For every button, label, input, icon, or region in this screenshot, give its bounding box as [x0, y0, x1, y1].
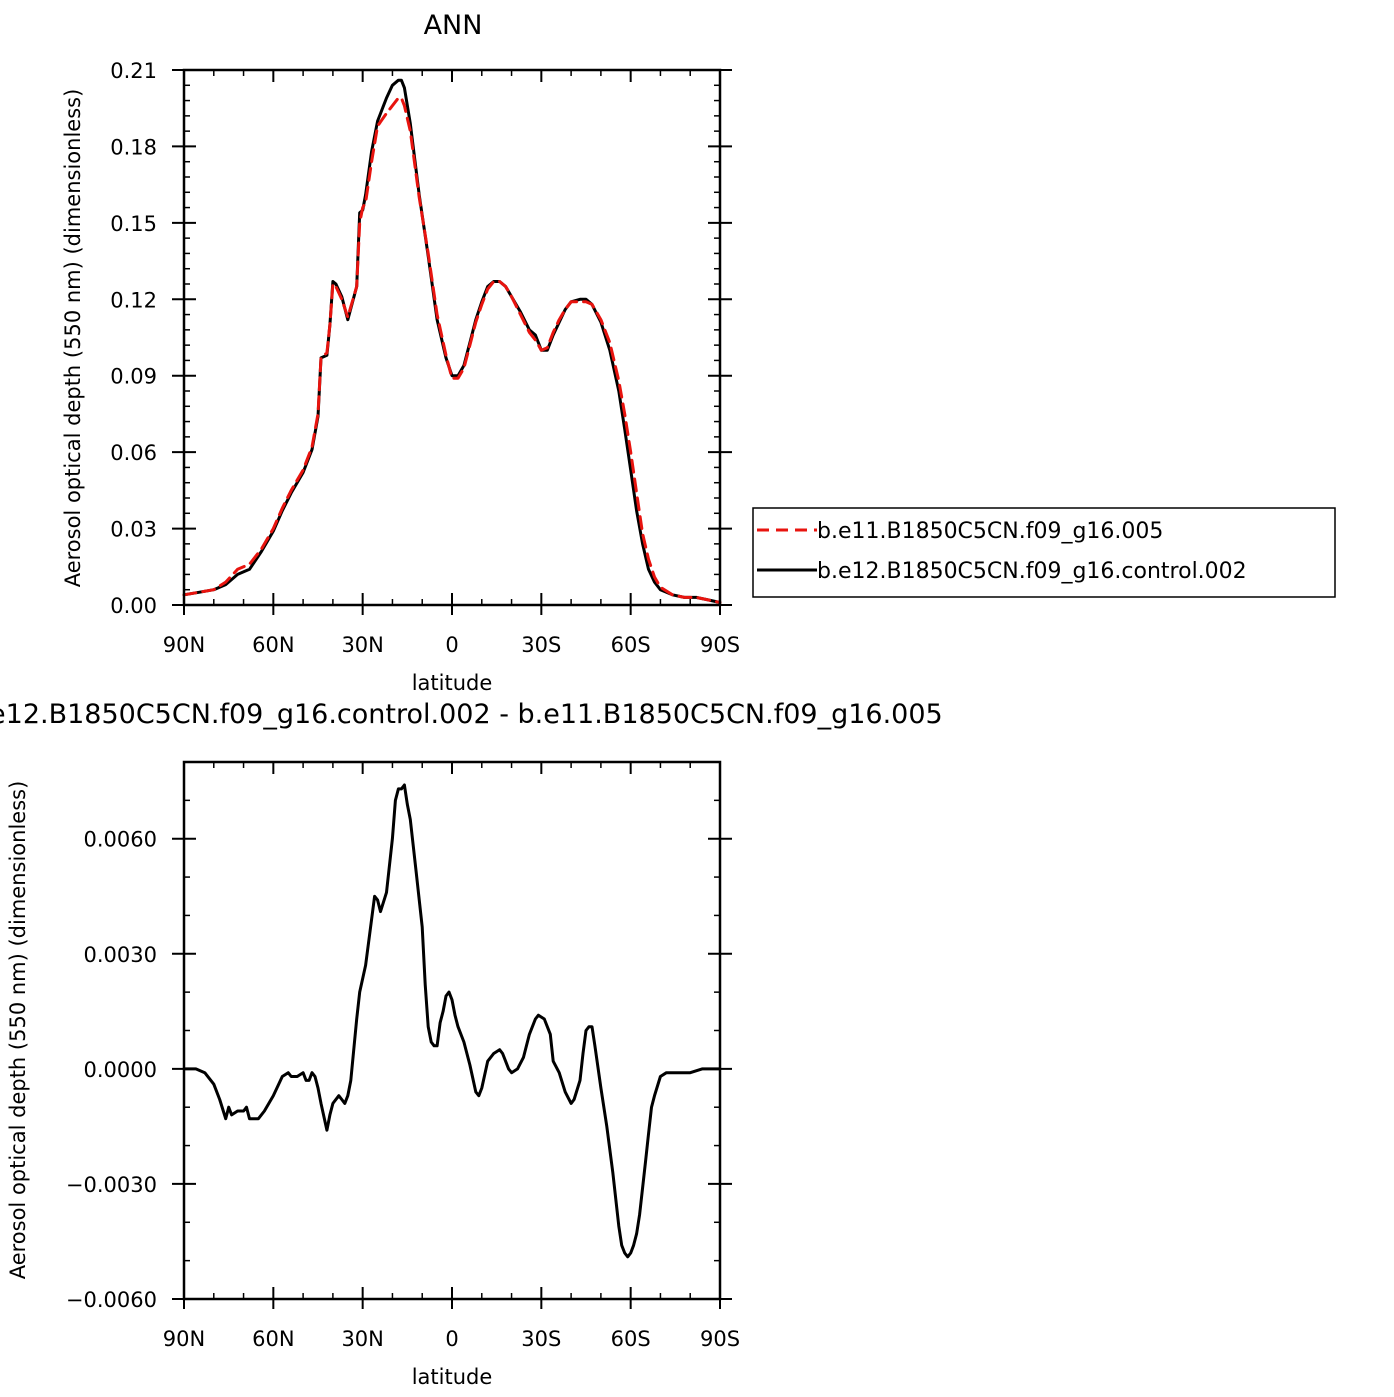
x-tick-label: 60S — [611, 1327, 651, 1351]
x-tick-label: 60N — [252, 633, 294, 657]
bottom-series-lines — [182, 783, 722, 1259]
legend-label-e12: b.e12.B1850C5CN.f09_g16.control.002 — [817, 559, 1247, 584]
legend-label-e11: b.e11.B1850C5CN.f09_g16.005 — [817, 519, 1163, 544]
top-chart-title: ANN — [424, 10, 483, 41]
x-tick-label: 30N — [341, 1327, 383, 1351]
legend: b.e11.B1850C5CN.f09_g16.005 b.e12.B1850C… — [752, 507, 1336, 598]
top-series-lines — [182, 78, 722, 604]
y-tick-label: 0.0000 — [84, 1058, 157, 1082]
x-tick-label: 30S — [521, 1327, 561, 1351]
bottom-plot-frame — [182, 760, 722, 1301]
top-x-tick-labels: 90N 60N 30N 0 30S 60S 90S — [163, 633, 740, 657]
x-tick-label: 60S — [611, 633, 651, 657]
bottom-tick-marks — [172, 762, 732, 1309]
top-y-tick-labels: 0.00 0.03 0.06 0.09 0.12 0.15 0.18 0.21 — [110, 59, 157, 618]
y-tick-label: 0.09 — [110, 365, 157, 389]
y-tick-label: −0.0030 — [66, 1173, 157, 1197]
y-tick-label: 0.0060 — [84, 828, 157, 852]
y-tick-label: 0.21 — [110, 59, 157, 83]
top-y-axis-label: Aerosol optical depth (550 nm) (dimensio… — [61, 89, 85, 588]
top-x-axis-label: latitude — [412, 671, 493, 695]
y-tick-label: 0.0030 — [84, 943, 157, 967]
y-tick-label: 0.15 — [110, 212, 157, 236]
x-tick-label: 90N — [163, 1327, 205, 1351]
series-line-b-e11-b1850c5cn-f09-g16-005 — [182, 96, 722, 604]
x-tick-label: 90S — [700, 633, 740, 657]
x-tick-label: 30N — [341, 633, 383, 657]
y-tick-label: 0.12 — [110, 288, 157, 312]
y-tick-label: 0.00 — [110, 594, 157, 618]
top-tick-marks — [172, 69, 732, 615]
bottom-y-axis-label: Aerosol optical depth (550 nm) (dimensio… — [6, 781, 30, 1280]
x-tick-label: 30S — [521, 633, 561, 657]
bottom-y-tick-labels: −0.0060 −0.0030 0.0000 0.0030 0.0060 — [66, 828, 157, 1312]
x-tick-label: 0 — [445, 633, 458, 657]
bottom-chart-title: b.e12.B1850C5CN.f09_g16.control.002 - b.… — [0, 699, 943, 730]
x-tick-label: 60N — [252, 1327, 294, 1351]
x-tick-label: 0 — [445, 1327, 458, 1351]
series-line-difference — [182, 783, 722, 1259]
y-tick-label: −0.0060 — [66, 1288, 157, 1312]
x-tick-label: 90S — [700, 1327, 740, 1351]
top-plot-frame — [182, 68, 722, 607]
bottom-x-tick-labels: 90N 60N 30N 0 30S 60S 90S — [163, 1327, 740, 1351]
bottom-x-axis-label: latitude — [412, 1365, 493, 1389]
legend-box — [752, 507, 1336, 598]
series-line-b-e12-b1850c5cn-f09-g16-control-002 — [182, 78, 722, 604]
y-tick-label: 0.18 — [110, 135, 157, 159]
x-tick-label: 90N — [163, 633, 205, 657]
chart-top-annual-aod: ANN 0.00 0.03 0.06 0.09 0.12 0.15 0.18 0.21 90N… — [61, 10, 740, 695]
chart-bottom-difference: b.e12.B1850C5CN.f09_g16.control.002 - b.… — [0, 699, 943, 1389]
y-tick-label: 0.03 — [110, 518, 157, 542]
y-tick-label: 0.06 — [110, 441, 157, 465]
